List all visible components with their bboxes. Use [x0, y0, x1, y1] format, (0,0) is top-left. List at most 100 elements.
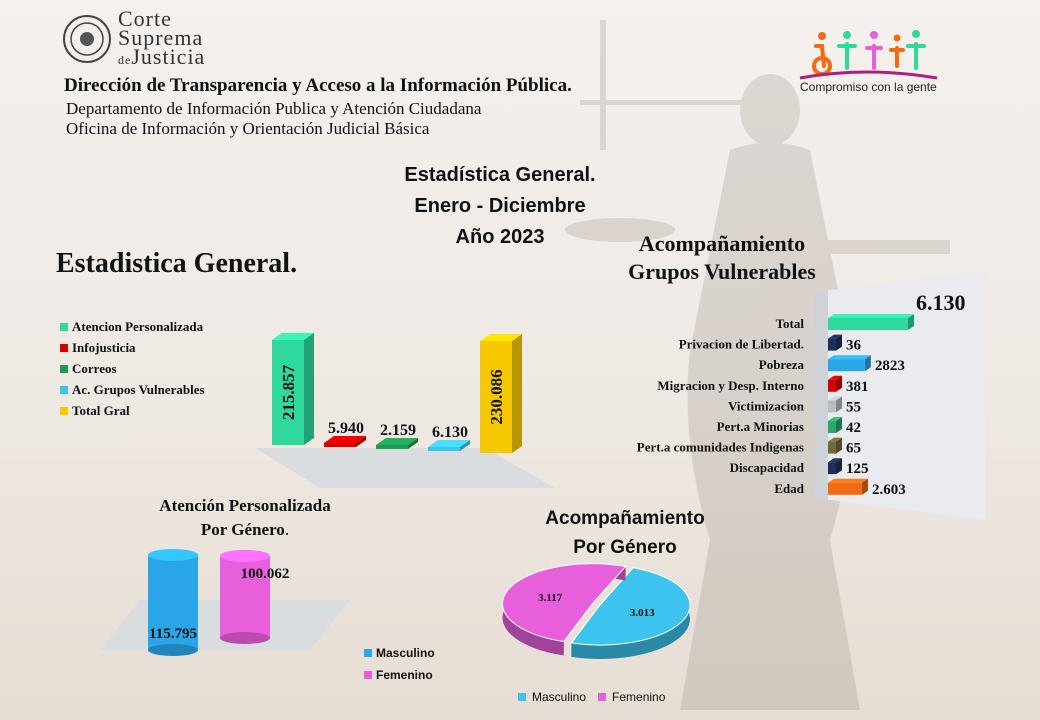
general-bar-chart: 215.857 5.940 2.159 6.130 230.086: [255, 332, 555, 488]
bar-4: [480, 341, 512, 453]
bar-top-2: [376, 438, 418, 445]
cylinder-value-label-0: 115.795: [149, 626, 197, 642]
vulnerables-chart-title: Acompañamiento Grupos Vulnerables: [606, 230, 838, 286]
bar-2: [376, 445, 408, 449]
hbar-side-6: [836, 437, 842, 454]
cylinder-top-0: [148, 549, 198, 561]
legend-item-masculino: Masculino: [364, 642, 435, 664]
vulnerables-title-line2: Grupos Vulnerables: [628, 259, 816, 284]
legend-item-correos: Correos: [60, 358, 205, 379]
legend-swatch: [364, 671, 372, 679]
hbar-value-label-4: 55: [846, 399, 861, 415]
atencion-genero-legend: Masculino Femenino: [364, 642, 435, 686]
cylinder-top-1: [220, 549, 270, 562]
bar-side-2: [408, 438, 418, 449]
hbar-3: [828, 379, 836, 392]
hbar-side-5: [836, 417, 842, 433]
bar-top-3: [428, 440, 470, 447]
pie-slice-side-0: [571, 567, 691, 660]
legend-item-infojusticia: Infojusticia: [60, 337, 205, 358]
hbar-4: [828, 400, 836, 413]
bar-side-1: [356, 436, 366, 447]
hbar-side-4: [836, 396, 842, 413]
bar-top-4: [480, 334, 522, 341]
category-label-8: Edad: [774, 481, 804, 496]
hbar-side-0: [908, 314, 914, 330]
legend-label: Masculino: [376, 646, 435, 660]
cylinder-bottom-1: [220, 632, 270, 644]
hbar-8: [828, 482, 862, 495]
cylinder-body-0: [148, 555, 198, 650]
hbar-5: [828, 421, 836, 433]
bar-value-label-4: 230.086: [487, 369, 506, 424]
hbar-side-1: [836, 334, 842, 351]
category-label-3: Migracion y Desp. Interno: [657, 378, 804, 393]
legend-label: Masculino: [532, 690, 587, 704]
cylinder-bottom-0: [148, 644, 198, 656]
bar-value-label-0: 215.857: [279, 364, 298, 420]
hbar-top-3: [828, 375, 842, 380]
hbar-value-label-7: 125: [846, 461, 869, 477]
atencion-genero-title-line2-text: Por Género: [200, 520, 285, 539]
atencion-genero-title-line1: Atención Personalizada: [159, 496, 331, 515]
legend-item-grupos: Ac. Grupos Vulnerables: [60, 379, 205, 400]
legend-swatch: [518, 693, 526, 701]
legend-swatch: [60, 364, 68, 373]
acomp-genero-title: Acompañamiento Por Género: [520, 504, 730, 562]
atencion-genero-chart: 115.795 100.062: [100, 549, 350, 656]
chart-side-wall: [815, 290, 828, 500]
vulnerables-title-line1: Acompañamiento: [638, 231, 806, 256]
bar-value-label-3: 6.130: [432, 424, 468, 441]
direction-title: Dirección de Transparencia y Acceso a la…: [64, 75, 572, 96]
hbar-top-5: [828, 417, 842, 421]
hbar-0: [828, 318, 908, 330]
hbar-top-2: [828, 355, 871, 360]
hbar-side-2: [864, 355, 871, 372]
legend-label: Correos: [72, 360, 117, 376]
bar-side-4: [512, 334, 522, 453]
institution-line3: de: [118, 53, 132, 67]
acomp-genero-title-line1: Acompañamiento: [545, 508, 705, 529]
atencion-genero-title: Atención Personalizada Por Género.: [120, 494, 370, 542]
pie-value-label-1: 3.117: [538, 592, 563, 604]
bar-0: [272, 339, 304, 445]
legend-swatch: [60, 385, 68, 394]
hbar-value-label-3: 381: [846, 379, 869, 395]
hbar-value-label-1: 36: [846, 338, 862, 354]
pie-slice-1: [502, 563, 627, 643]
hbar-6: [828, 441, 836, 454]
main-title-line2: Enero - Diciembre: [414, 195, 586, 217]
category-label-7: Discapacidad: [730, 460, 805, 475]
bar-value-label-2: 2.159: [380, 422, 416, 439]
hbar-value-label-2: 2823: [875, 358, 905, 374]
legend-item-femenino: Femenino: [598, 690, 665, 704]
department-title: Departamento de Información Publica y At…: [66, 99, 482, 118]
hbar-value-label-8: 2.603: [872, 482, 906, 498]
bar-3: [428, 447, 460, 451]
hbar-top-1: [828, 334, 842, 339]
chart-floor: [255, 448, 555, 488]
hbar-side-8: [861, 478, 868, 495]
vulnerables-bar-chart: Total 6.130 Privacion de Libertad. 36 Pobrez…: [637, 272, 985, 520]
bar-value-label-1: 5.940: [328, 420, 364, 437]
bar-side-0: [304, 332, 314, 445]
court-seal-icon: [63, 15, 111, 63]
legend-item-atencion: Atencion Personalizada: [60, 316, 205, 337]
bar-1: [324, 443, 356, 447]
hbar-1: [828, 338, 836, 351]
legend-swatch: [364, 649, 372, 657]
office-title: Oficina de Información y Orientación Jud…: [66, 119, 430, 138]
institution-name: Corte Suprema deJusticia: [118, 8, 205, 70]
pie-slice-0: [570, 567, 691, 646]
pie-value-label-0: 3.013: [630, 607, 655, 619]
category-label-2: Pobreza: [759, 357, 805, 372]
legend-label: Femenino: [612, 690, 666, 704]
hbar-top-8: [828, 478, 868, 483]
legend-item-total: Total Gral: [60, 400, 205, 421]
bar-top-0: [272, 332, 314, 340]
legend-label: Total Gral: [72, 402, 130, 418]
general-chart-title: Estadistica General.: [56, 248, 298, 279]
general-legend: Atencion Personalizada Infojusticia Corr…: [60, 316, 205, 421]
hbar-7: [828, 462, 836, 475]
main-title: Estadística General. Enero - Diciembre A…: [340, 160, 660, 253]
